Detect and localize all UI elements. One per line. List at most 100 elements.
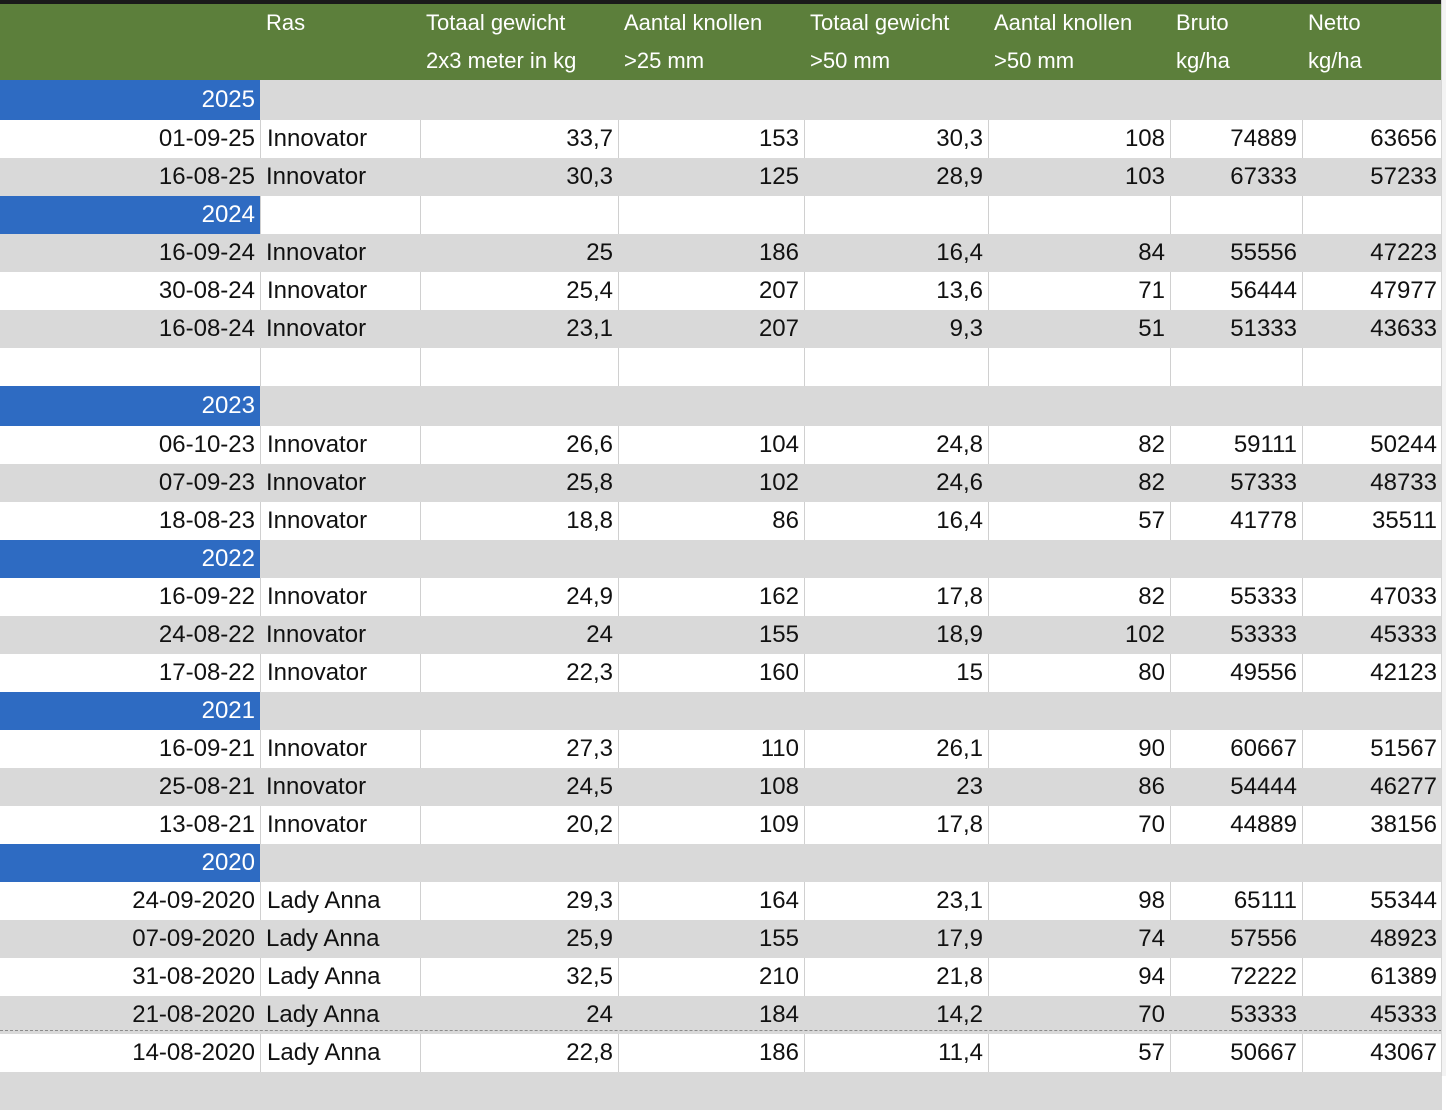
empty-cell[interactable] (804, 196, 988, 234)
empty-cell[interactable] (804, 540, 988, 578)
totaal-gewicht-kg-cell[interactable]: 22,3 (420, 654, 618, 692)
aantal-knollen-25-cell[interactable]: 162 (618, 578, 804, 616)
bruto-cell[interactable]: 50667 (1170, 1034, 1302, 1072)
totaal-gewicht-50-cell[interactable]: 17,9 (936, 925, 983, 952)
bruto-cell[interactable]: 51333 (1230, 315, 1297, 342)
empty-cell[interactable] (1302, 692, 1442, 730)
totaal-gewicht-50-cell[interactable]: 24,8 (804, 426, 988, 464)
aantal-knollen-50-cell[interactable]: 51 (1138, 315, 1165, 342)
empty-cell[interactable] (618, 1072, 804, 1110)
totaal-gewicht-50-cell[interactable]: 14,2 (936, 1001, 983, 1028)
empty-cell[interactable] (420, 844, 618, 882)
netto-cell[interactable]: 55344 (1302, 882, 1442, 920)
date-cell[interactable]: 06-10-23 (158, 431, 255, 458)
aantal-knollen-25-cell[interactable]: 210 (618, 958, 804, 996)
bruto-cell[interactable]: 49556 (1170, 654, 1302, 692)
header-aantal-knollen-50[interactable]: Aantal knollen >50 mm (988, 4, 1170, 80)
header-totaal-gewicht-kg[interactable]: Totaal gewicht 2x3 meter in kg (420, 4, 618, 80)
totaal-gewicht-kg-cell[interactable]: 24,9 (420, 578, 618, 616)
ras-cell[interactable]: Lady Anna (266, 1001, 380, 1028)
aantal-knollen-50-cell[interactable]: 102 (1124, 621, 1165, 648)
ras-cell[interactable]: Innovator (260, 272, 420, 310)
bruto-cell[interactable]: 53333 (1230, 1001, 1297, 1028)
aantal-knollen-25-cell[interactable]: 186 (758, 239, 799, 266)
totaal-gewicht-kg-cell[interactable]: 20,2 (420, 806, 618, 844)
netto-cell[interactable]: 50244 (1302, 426, 1442, 464)
empty-cell[interactable] (988, 540, 1170, 578)
date-cell[interactable]: 18-08-23 (158, 507, 255, 534)
empty-cell[interactable] (1302, 1072, 1442, 1110)
totaal-gewicht-50-cell[interactable]: 17,8 (804, 806, 988, 844)
empty-cell[interactable] (420, 196, 618, 234)
ras-cell[interactable]: Innovator (260, 730, 420, 768)
empty-cell[interactable] (0, 348, 260, 386)
date-cell[interactable]: 16-08-24 (158, 315, 255, 342)
date-cell[interactable]: 25-08-21 (158, 773, 255, 800)
empty-cell[interactable] (1302, 196, 1442, 234)
empty-cell[interactable] (988, 80, 1170, 120)
date-cell[interactable]: 07-09-23 (158, 469, 255, 496)
netto-cell[interactable]: 42123 (1302, 654, 1442, 692)
aantal-knollen-25-cell[interactable]: 110 (618, 730, 804, 768)
bruto-cell[interactable]: 60667 (1170, 730, 1302, 768)
bruto-cell[interactable]: 54444 (1230, 773, 1297, 800)
aantal-knollen-25-cell[interactable]: 186 (618, 1034, 804, 1072)
totaal-gewicht-50-cell[interactable]: 23 (956, 773, 983, 800)
empty-cell[interactable] (618, 540, 804, 578)
bruto-cell[interactable]: 41778 (1170, 502, 1302, 540)
empty-cell[interactable] (260, 692, 420, 730)
empty-cell[interactable] (618, 348, 804, 386)
aantal-knollen-50-cell[interactable]: 74 (1138, 925, 1165, 952)
totaal-gewicht-50-cell[interactable]: 16,4 (936, 239, 983, 266)
totaal-gewicht-kg-cell[interactable]: 24,5 (566, 773, 613, 800)
aantal-knollen-25-cell[interactable]: 104 (618, 426, 804, 464)
aantal-knollen-50-cell[interactable]: 70 (1138, 1001, 1165, 1028)
totaal-gewicht-50-cell[interactable]: 16,4 (804, 502, 988, 540)
empty-cell[interactable] (618, 844, 804, 882)
bruto-cell[interactable]: 44889 (1170, 806, 1302, 844)
ras-cell[interactable]: Innovator (260, 578, 420, 616)
empty-cell[interactable] (1170, 80, 1302, 120)
empty-cell[interactable] (260, 540, 420, 578)
date-cell[interactable]: 16-08-25 (158, 163, 255, 190)
empty-cell[interactable] (1170, 844, 1302, 882)
totaal-gewicht-50-cell[interactable]: 9,3 (949, 315, 983, 342)
empty-cell[interactable] (260, 844, 420, 882)
totaal-gewicht-kg-cell[interactable]: 32,5 (420, 958, 618, 996)
ras-cell[interactable]: Innovator (260, 426, 420, 464)
netto-cell[interactable]: 35511 (1302, 502, 1442, 540)
aantal-knollen-50-cell[interactable]: 80 (988, 654, 1170, 692)
netto-cell[interactable]: 63656 (1302, 120, 1442, 158)
ras-cell[interactable]: Innovator (266, 163, 367, 190)
bruto-cell[interactable]: 59111 (1170, 426, 1302, 464)
bruto-cell[interactable]: 67333 (1230, 163, 1297, 190)
empty-cell[interactable] (618, 196, 804, 234)
netto-cell[interactable]: 46277 (1370, 773, 1437, 800)
totaal-gewicht-kg-cell[interactable]: 25,9 (566, 925, 613, 952)
aantal-knollen-25-cell[interactable]: 184 (758, 1001, 799, 1028)
aantal-knollen-50-cell[interactable]: 94 (988, 958, 1170, 996)
empty-cell[interactable] (1170, 386, 1302, 426)
ras-cell[interactable]: Innovator (266, 773, 367, 800)
ras-cell[interactable]: Innovator (260, 120, 420, 158)
empty-cell[interactable] (420, 348, 618, 386)
bruto-cell[interactable]: 65111 (1170, 882, 1302, 920)
year-cell[interactable]: 2023 (0, 386, 260, 426)
empty-cell[interactable] (804, 1072, 988, 1110)
aantal-knollen-25-cell[interactable]: 108 (758, 773, 799, 800)
ras-cell[interactable]: Lady Anna (260, 882, 420, 920)
aantal-knollen-25-cell[interactable]: 207 (758, 315, 799, 342)
empty-cell[interactable] (260, 196, 420, 234)
totaal-gewicht-50-cell[interactable]: 30,3 (804, 120, 988, 158)
aantal-knollen-50-cell[interactable]: 84 (1138, 239, 1165, 266)
empty-cell[interactable] (988, 386, 1170, 426)
empty-cell[interactable] (618, 386, 804, 426)
bruto-cell[interactable]: 55333 (1170, 578, 1302, 616)
aantal-knollen-25-cell[interactable]: 153 (618, 120, 804, 158)
aantal-knollen-25-cell[interactable]: 160 (618, 654, 804, 692)
empty-cell[interactable] (804, 386, 988, 426)
empty-cell[interactable] (260, 1072, 420, 1110)
netto-cell[interactable]: 47977 (1302, 272, 1442, 310)
header-netto[interactable]: Netto kg/ha (1302, 4, 1442, 80)
year-cell[interactable]: 2022 (0, 540, 260, 578)
